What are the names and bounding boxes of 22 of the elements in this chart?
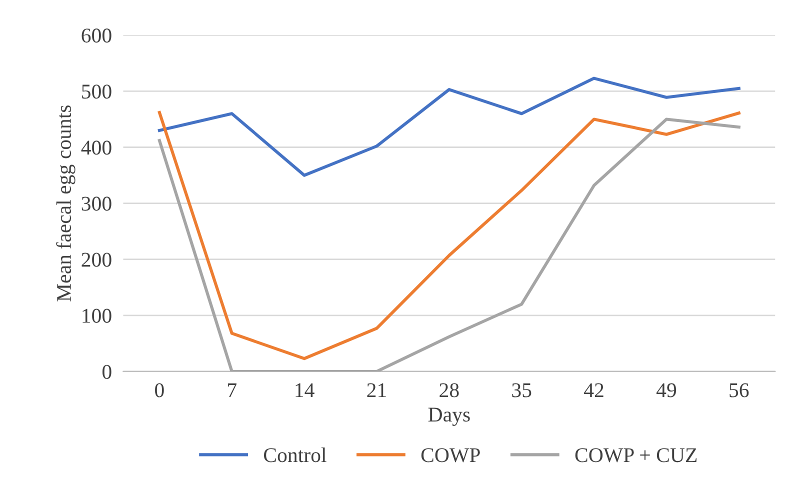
x-tick-label: 28 (440, 383, 459, 398)
y-tick-label: 100 (82, 308, 112, 323)
y-tick-label: 400 (81, 140, 112, 155)
legend-label: COWP + CUZ (575, 448, 697, 462)
y-tick-label: 0 (102, 364, 112, 379)
x-axis-title: Days (428, 408, 470, 426)
x-tick-label: 21 (367, 383, 386, 398)
x-tick-label: 0 (155, 383, 164, 398)
x-tick-label: 42 (584, 383, 604, 398)
x-tick-label: 35 (512, 383, 532, 398)
x-tick-label: 56 (730, 383, 749, 398)
legend-label: Control (264, 448, 326, 462)
x-tick-label: 14 (296, 383, 314, 398)
y-tick-label: 200 (82, 252, 112, 267)
y-tick-label: 500 (82, 84, 112, 99)
y-tick-label: 600 (82, 28, 112, 43)
legend-label: COWP (421, 448, 480, 462)
x-tick-label: 7 (228, 383, 236, 398)
y-axis-title: Mean faecal egg counts (56, 105, 76, 302)
line-series (158, 76, 740, 177)
y-tick-label: 300 (82, 196, 112, 211)
x-tick-label: 49 (656, 383, 676, 398)
